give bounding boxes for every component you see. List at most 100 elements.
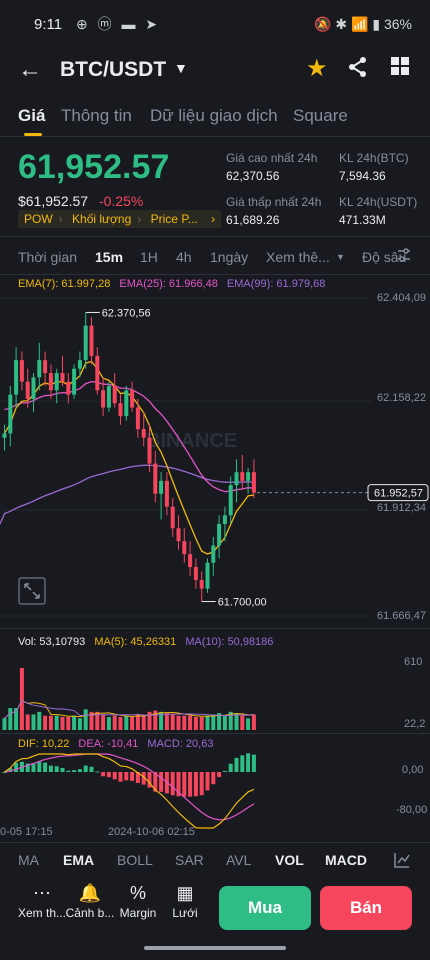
volume-bar bbox=[101, 714, 106, 730]
tag-strip[interactable]: POW › Khối lượng › Price P... › bbox=[18, 210, 222, 228]
interval-4h[interactable]: 4h bbox=[176, 249, 192, 265]
ind-tab-avl[interactable]: AVL bbox=[226, 852, 252, 868]
volume-bar bbox=[170, 714, 175, 730]
tab-price[interactable]: Giá bbox=[18, 106, 46, 125]
interval-time[interactable]: Thời gian bbox=[18, 249, 77, 265]
tag-price-p[interactable]: Price P... bbox=[150, 212, 198, 226]
settings-icon[interactable] bbox=[396, 247, 412, 266]
pair-title[interactable]: BTC/USDT bbox=[60, 58, 167, 81]
bottom-bar: ⋯ Xem th... 🔔 Cảnh b... % Margin ▦ Lưới … bbox=[0, 880, 430, 940]
macd-chart: 0,00 -80,00 bbox=[2, 753, 427, 829]
macd-bar bbox=[222, 770, 227, 772]
ind-tab-boll[interactable]: BOLL bbox=[117, 852, 153, 868]
volume-bar bbox=[106, 717, 111, 730]
candle bbox=[228, 485, 233, 516]
candle bbox=[130, 390, 135, 408]
ind-tab-ema[interactable]: EMA bbox=[63, 852, 95, 868]
more-button[interactable]: ⋯ Xem th... bbox=[12, 880, 72, 920]
grid-icon[interactable] bbox=[390, 56, 410, 82]
active-tab-indicator bbox=[24, 133, 42, 136]
vol-btc-label: KL 24h(BTC) bbox=[339, 151, 409, 165]
volume-bar bbox=[251, 714, 256, 730]
chevron-down-icon[interactable]: ▼ bbox=[174, 60, 188, 76]
candle bbox=[8, 394, 13, 434]
tag-pow[interactable]: POW bbox=[24, 212, 53, 226]
tag-volume[interactable]: Khối lượng bbox=[72, 212, 132, 226]
macd-bar bbox=[246, 753, 251, 772]
notification-icons: ⊕ ⓜ ▬ ➤ bbox=[76, 16, 161, 32]
top-bar: ← BTC/USDT ▼ ★ bbox=[0, 48, 430, 92]
tab-info[interactable]: Thông tin bbox=[61, 106, 132, 125]
candle bbox=[246, 472, 251, 481]
volume-bar bbox=[246, 718, 251, 730]
volume-bar bbox=[176, 715, 181, 730]
more-caret-icon[interactable]: ▼ bbox=[336, 252, 345, 262]
ind-tab-macd[interactable]: MACD bbox=[325, 852, 367, 868]
ind-tab-sar[interactable]: SAR bbox=[175, 852, 204, 868]
volume-bar bbox=[8, 708, 13, 730]
price-axis-2: 62.158,22 bbox=[377, 392, 426, 404]
current-price-tag bbox=[367, 484, 429, 502]
interval-1d[interactable]: 1ngày bbox=[210, 249, 249, 265]
volume-bar bbox=[54, 715, 59, 730]
back-arrow-icon[interactable]: ← bbox=[18, 56, 42, 83]
tab-trading-data[interactable]: Dữ liệu giao dịch bbox=[150, 106, 278, 125]
alert-button[interactable]: 🔔 Cảnh b... bbox=[60, 880, 120, 920]
margin-button[interactable]: % Margin bbox=[108, 880, 168, 920]
interval-15m[interactable]: 15m bbox=[95, 249, 124, 265]
price-axis-1: 62.404,09 bbox=[377, 292, 426, 304]
chart-settings-icon[interactable] bbox=[394, 852, 410, 871]
macd-bar bbox=[130, 772, 135, 781]
fullscreen-icon[interactable] bbox=[18, 577, 46, 605]
volume-bar bbox=[188, 715, 193, 730]
sell-button[interactable]: Bán bbox=[320, 886, 412, 930]
candle bbox=[19, 360, 24, 382]
macd-bar bbox=[48, 765, 53, 772]
ema7-line bbox=[3, 360, 254, 555]
ema99-label: EMA(99): 61.979,68 bbox=[226, 278, 326, 290]
star-icon[interactable]: ★ bbox=[306, 55, 328, 82]
candle bbox=[193, 567, 198, 580]
watermark: BINANCE bbox=[146, 430, 237, 452]
ema99-line bbox=[0, 464, 254, 525]
divider bbox=[0, 236, 430, 237]
macd-bar bbox=[25, 763, 30, 772]
ind-tab-ma[interactable]: MA bbox=[18, 852, 39, 868]
ind-tab-vol[interactable]: VOL bbox=[275, 852, 304, 868]
macd-bar bbox=[66, 770, 71, 772]
divider bbox=[0, 733, 430, 734]
interval-1h[interactable]: 1H bbox=[140, 249, 158, 265]
grid-trade-button[interactable]: ▦ Lưới bbox=[155, 880, 215, 920]
macd-bar bbox=[31, 763, 36, 772]
price-chart[interactable]: BINANCE 61.952,57 62.370,56 61.700,00 62… bbox=[0, 290, 430, 630]
volume-bar bbox=[14, 708, 19, 730]
last-price: 61,952.57 bbox=[18, 148, 170, 186]
ma10-line bbox=[4, 699, 254, 719]
candle bbox=[31, 377, 36, 399]
volume-bar bbox=[135, 714, 140, 730]
high-marker: 62.370,56 bbox=[102, 307, 151, 319]
macd-bar bbox=[8, 768, 13, 772]
macd-legend: DIF: 10,22 DEA: -10,41 MACD: 20,63 bbox=[18, 738, 213, 750]
candle bbox=[182, 541, 187, 555]
depth-tab[interactable]: Độ sâu bbox=[362, 249, 407, 265]
candle bbox=[188, 554, 193, 568]
price-change: -0.25% bbox=[99, 193, 144, 209]
candle bbox=[72, 368, 77, 395]
tags-more-icon[interactable]: › bbox=[211, 212, 216, 226]
more-label: Xem th... bbox=[17, 906, 67, 920]
share-icon[interactable] bbox=[347, 56, 369, 84]
margin-label: Margin bbox=[119, 906, 157, 920]
percent-icon: % bbox=[129, 883, 146, 903]
interval-more[interactable]: Xem thê... bbox=[266, 249, 330, 265]
macd-bar bbox=[217, 772, 222, 778]
status-bar: 9:11 ⊕ ⓜ ▬ ➤ 🔕 ✱ 📶 ▮ 36% bbox=[0, 0, 430, 48]
buy-button[interactable]: Mua bbox=[219, 886, 311, 930]
status-time: 9:11 bbox=[34, 16, 63, 33]
divider bbox=[0, 274, 430, 275]
volume-bar bbox=[124, 715, 129, 730]
tab-square[interactable]: Square bbox=[293, 106, 348, 125]
system-icons: 🔕 ✱ 📶 ▮ 36% bbox=[314, 16, 412, 32]
volume-bar bbox=[72, 715, 77, 730]
volume-bar bbox=[2, 718, 7, 730]
